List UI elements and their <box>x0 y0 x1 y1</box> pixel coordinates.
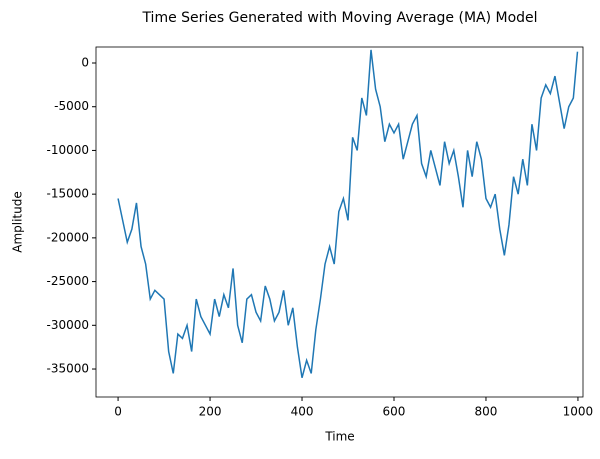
x-axis-label: Time <box>324 430 354 444</box>
y-tick-label: -10000 <box>46 143 89 157</box>
x-tick-label: 200 <box>199 405 222 419</box>
y-tick-label: -35000 <box>46 362 89 376</box>
plot-frame <box>95 46 584 398</box>
x-tick-label: 1000 <box>563 405 594 419</box>
y-tick-label: -15000 <box>46 187 89 201</box>
line-series <box>117 49 579 378</box>
y-tick-label: -20000 <box>46 230 89 244</box>
chart-title: Time Series Generated with Moving Averag… <box>141 10 537 26</box>
y-tick-label: -25000 <box>46 274 89 288</box>
y-tick-label: -5000 <box>54 99 89 113</box>
y-tick-label: 0 <box>81 56 89 70</box>
x-tick-label: 600 <box>383 405 406 419</box>
y-tick-label: -30000 <box>46 318 89 332</box>
x-tick-label: 400 <box>291 405 314 419</box>
y-axis-label: Amplitude <box>11 191 25 253</box>
x-tick-label: 0 <box>114 405 122 419</box>
x-tick-label: 800 <box>475 405 498 419</box>
